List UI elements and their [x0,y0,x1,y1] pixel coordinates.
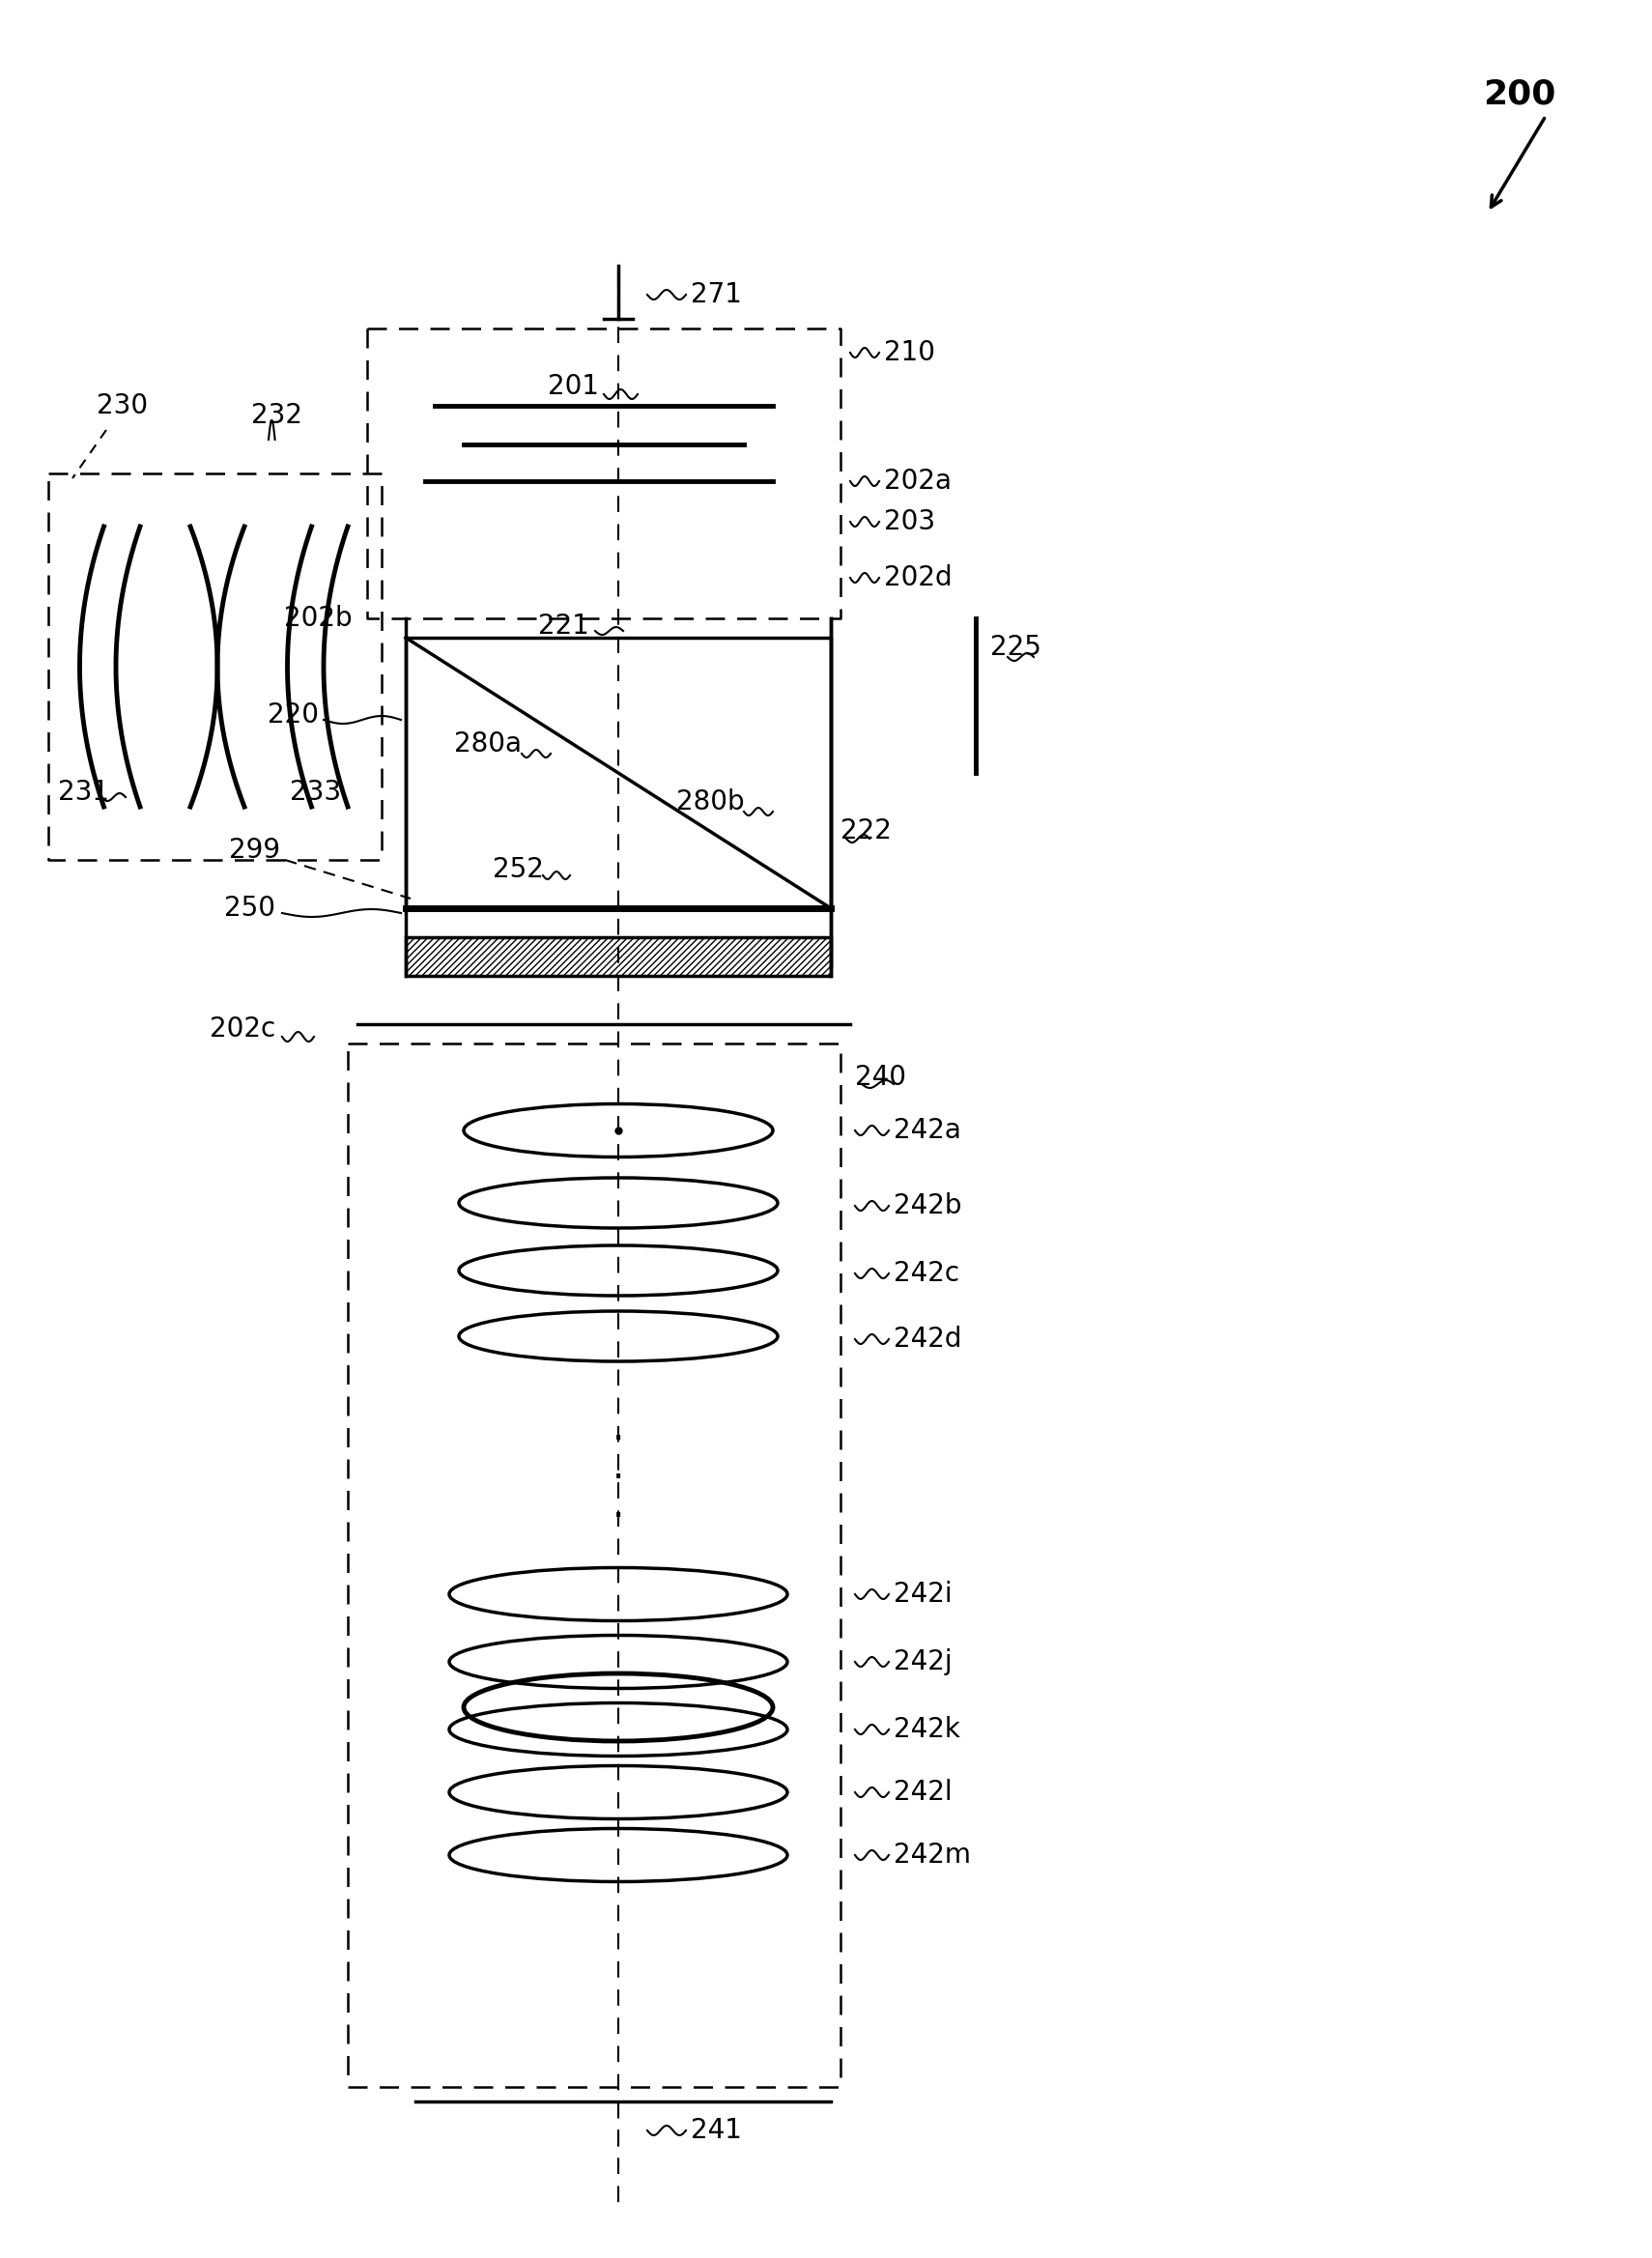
Text: 210: 210 [884,339,935,366]
Text: 232: 232 [251,402,302,429]
Text: 271: 271 [691,282,742,307]
Text: 202c: 202c [210,1016,276,1043]
Text: 221: 221 [539,612,590,639]
Text: ·: · [613,1499,624,1535]
Text: 299: 299 [230,838,281,865]
Text: 252: 252 [492,856,544,883]
Text: 242j: 242j [894,1648,952,1675]
Text: 242m: 242m [894,1843,971,1870]
Text: 242k: 242k [894,1716,960,1743]
Text: 280b: 280b [676,788,745,815]
Text: 242c: 242c [894,1260,960,1287]
Text: 202b: 202b [284,605,352,632]
Text: ·: · [613,1461,624,1497]
Text: 231: 231 [58,779,109,806]
Text: 202d: 202d [884,564,952,592]
Text: 203: 203 [884,508,935,535]
Text: 222: 222 [841,817,892,844]
Text: 242i: 242i [894,1581,952,1608]
Text: 200: 200 [1482,77,1556,111]
Text: 241: 241 [691,2118,742,2145]
Text: 202a: 202a [884,467,952,495]
Text: 225: 225 [990,634,1041,662]
Text: 242d: 242d [894,1325,961,1353]
Text: 240: 240 [856,1064,907,1091]
Text: 233: 233 [289,779,342,806]
Bar [406,937,831,975]
Text: 242l: 242l [894,1779,952,1806]
Text: 230: 230 [96,393,149,420]
Text: 280a: 280a [454,729,522,756]
Text: ·: · [613,1420,624,1459]
Text: 220: 220 [268,702,319,729]
Text: 201: 201 [548,373,600,400]
Text: 242a: 242a [894,1118,961,1145]
Text: 242b: 242b [894,1192,961,1219]
Text: 250: 250 [225,894,276,921]
